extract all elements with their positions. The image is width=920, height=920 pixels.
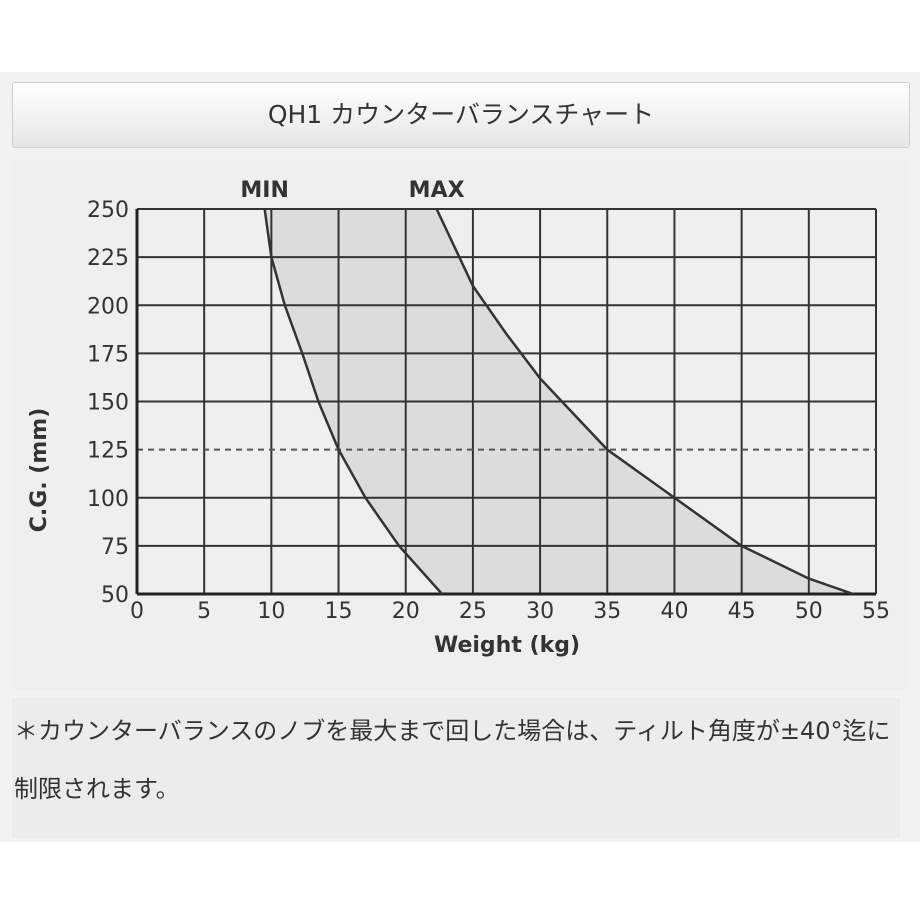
y-tick-label: 175: [87, 342, 129, 367]
note: ＊カウンターバランスのノブを最大まで回した場合は、ティルト角度が±40°迄に制限…: [12, 698, 900, 838]
x-tick-label: 40: [660, 599, 688, 624]
curve: [263, 208, 443, 595]
y-tick-label: 50: [101, 583, 129, 608]
legend-label: MAX: [409, 178, 465, 203]
x-tick-label: 0: [130, 599, 144, 624]
x-tick-label: 10: [257, 599, 285, 624]
y-tick-label: 225: [87, 246, 129, 271]
x-tick-label: 20: [392, 599, 420, 624]
x-tick-label: 35: [593, 599, 621, 624]
chart-panel: C.G. (mm) Weight (kg) 0 5 10 15 20 25 30 35 40 45…: [12, 160, 908, 690]
y-tick-label: 100: [87, 487, 129, 512]
x-tick-label: 55: [862, 599, 890, 624]
y-tick-label: 150: [87, 391, 129, 416]
x-tick-label: 45: [728, 599, 756, 624]
x-tick-label: 50: [795, 599, 823, 624]
title-bar: QH1 カウンターバランスチャート: [12, 82, 910, 148]
y-tick-label: 200: [87, 294, 129, 319]
chart: C.G. (mm) Weight (kg) 0 5 10 15 20 25 30 35 40 45…: [27, 178, 890, 658]
frame: QH1 カウンターバランスチャート C.G. (mm) Weight (kg) …: [0, 72, 920, 842]
y-tick-label: 250: [87, 198, 129, 223]
y-tick-label: 75: [101, 535, 129, 560]
x-tick-label: 5: [197, 599, 211, 624]
legend-label: MIN: [240, 178, 289, 203]
x-axis-label: Weight (kg): [434, 633, 580, 658]
x-tick-label: 30: [526, 599, 554, 624]
x-tick-label: 15: [325, 599, 353, 624]
curve: [435, 208, 854, 596]
x-tick-label: 25: [459, 599, 487, 624]
y-axis-label: C.G. (mm): [27, 408, 52, 533]
y-tick-label: 125: [87, 439, 129, 464]
